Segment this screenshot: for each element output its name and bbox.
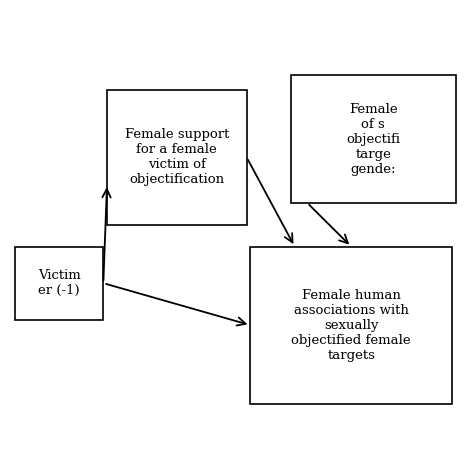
Bar: [250, 246, 452, 404]
Text: Female
of s
objectifi
targe
gende:: Female of s objectifi targe gende:: [346, 102, 401, 175]
Bar: [15, 246, 103, 319]
Text: Victim
er (-1): Victim er (-1): [38, 269, 81, 297]
Text: Female support
for a female
victim of
objectification: Female support for a female victim of ob…: [125, 128, 229, 186]
Bar: [107, 90, 246, 225]
Bar: [291, 75, 456, 203]
Text: Female human
associations with
sexually
objectified female
targets: Female human associations with sexually …: [292, 289, 411, 362]
